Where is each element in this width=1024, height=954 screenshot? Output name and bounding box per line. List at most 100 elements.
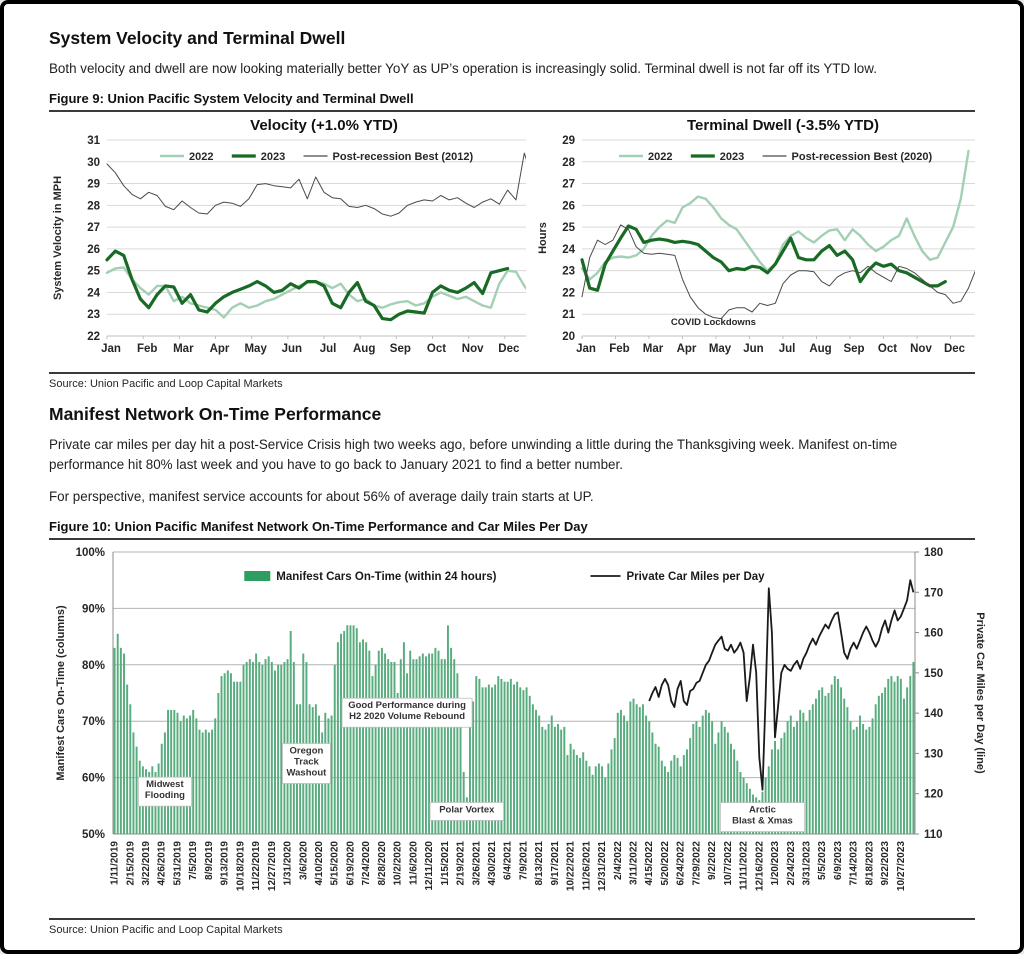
- svg-text:4/15/2022: 4/15/2022: [644, 841, 655, 886]
- svg-text:10/27/2023: 10/27/2023: [896, 841, 907, 891]
- svg-text:Track: Track: [294, 757, 320, 768]
- svg-text:Aug: Aug: [809, 343, 831, 355]
- svg-text:110: 110: [924, 829, 943, 841]
- svg-text:20: 20: [562, 331, 575, 343]
- figure10-caption: Figure 10: Union Pacific Manifest Networ…: [49, 519, 975, 541]
- svg-text:4/10/2020: 4/10/2020: [314, 841, 325, 886]
- svg-text:29: 29: [562, 135, 575, 147]
- svg-text:26: 26: [87, 244, 100, 256]
- svg-text:H2 2020 Volume Rebound: H2 2020 Volume Rebound: [349, 712, 465, 723]
- svg-text:23: 23: [87, 309, 100, 321]
- svg-text:12/31/2021: 12/31/2021: [597, 841, 608, 891]
- svg-text:Manifest Cars On-Time (within: Manifest Cars On-Time (within 24 hours): [276, 571, 496, 583]
- svg-text:7/9/2021: 7/9/2021: [518, 841, 529, 880]
- terminal-dwell-chart: 20 21 22 23 24 25 26 27 28 29 Jan Feb Mar Apr May Jun Ju…: [537, 117, 975, 355]
- svg-text:Post-recession Best (2012): Post-recession Best (2012): [333, 151, 474, 163]
- svg-text:Feb: Feb: [609, 343, 629, 355]
- manifest-on-time-chart: 50% 60% 70% 80% 90% 100% 110 120 130 140 150 160 170…: [55, 547, 985, 891]
- svg-text:Oregon: Oregon: [290, 746, 324, 757]
- svg-text:1/31/2020: 1/31/2020: [283, 841, 294, 886]
- svg-text:2022: 2022: [189, 151, 213, 163]
- svg-text:5/20/2022: 5/20/2022: [660, 841, 671, 886]
- svg-text:27: 27: [87, 222, 100, 234]
- section-body-velocity-dwell: Both velocity and dwell are now looking …: [49, 61, 877, 76]
- svg-text:Dec: Dec: [498, 343, 520, 355]
- svg-text:2/15/2019: 2/15/2019: [125, 841, 136, 886]
- svg-text:12/16/2022: 12/16/2022: [754, 841, 765, 891]
- figure9-charts: 22 23 24 25 26 27 28 29 30 31 Jan Feb Mar Apr May Jun Ju…: [49, 116, 975, 370]
- svg-text:Nov: Nov: [462, 343, 484, 355]
- svg-text:90%: 90%: [82, 604, 105, 616]
- svg-text:9/13/2019: 9/13/2019: [220, 841, 231, 886]
- svg-text:Oct: Oct: [878, 343, 897, 355]
- svg-text:7/14/2023: 7/14/2023: [849, 841, 860, 886]
- svg-text:60%: 60%: [82, 773, 105, 785]
- svg-text:100%: 100%: [76, 547, 105, 559]
- svg-text:May: May: [244, 343, 267, 355]
- svg-text:24: 24: [87, 288, 100, 300]
- svg-text:Apr: Apr: [210, 343, 230, 355]
- figure9-caption: Figure 9: Union Pacific System Velocity …: [49, 91, 975, 113]
- svg-text:6/19/2020: 6/19/2020: [345, 841, 356, 886]
- svg-text:1/20/2023: 1/20/2023: [770, 841, 781, 886]
- svg-text:May: May: [709, 343, 732, 355]
- svg-text:50%: 50%: [82, 829, 105, 841]
- svg-text:3/22/2019: 3/22/2019: [141, 841, 152, 886]
- svg-text:Jun: Jun: [743, 343, 763, 355]
- svg-text:6/4/2021: 6/4/2021: [503, 841, 514, 880]
- svg-text:21: 21: [562, 309, 575, 321]
- svg-text:3/11/2022: 3/11/2022: [629, 841, 640, 885]
- svg-text:31: 31: [87, 135, 100, 147]
- svg-text:3/6/2020: 3/6/2020: [298, 841, 309, 880]
- svg-text:Dec: Dec: [944, 343, 966, 355]
- figure10-source: Source: Union Pacific and Loop Capital M…: [49, 918, 975, 936]
- figure9-source: Source: Union Pacific and Loop Capital M…: [49, 372, 975, 390]
- svg-text:120: 120: [924, 789, 943, 801]
- svg-text:Polar Vortex: Polar Vortex: [439, 805, 495, 816]
- svg-text:Feb: Feb: [137, 343, 157, 355]
- svg-text:Midwest: Midwest: [146, 780, 184, 791]
- svg-text:1/15/2021: 1/15/2021: [440, 841, 451, 886]
- section-body1-manifest: Private car miles per day hit a post-Ser…: [49, 437, 898, 473]
- svg-text:8/13/2021: 8/13/2021: [534, 841, 545, 886]
- svg-text:27: 27: [562, 179, 575, 191]
- section-title-manifest: Manifest Network On-Time Performance: [49, 404, 382, 425]
- svg-text:4/30/2021: 4/30/2021: [487, 841, 498, 886]
- svg-text:6/24/2022: 6/24/2022: [676, 841, 687, 886]
- svg-text:9/22/2023: 9/22/2023: [880, 841, 891, 886]
- svg-text:12/11/2020: 12/11/2020: [424, 841, 435, 891]
- svg-text:5/15/2020: 5/15/2020: [330, 841, 341, 886]
- svg-text:Jan: Jan: [101, 343, 121, 355]
- svg-text:System Velocity in MPH: System Velocity in MPH: [52, 176, 64, 300]
- svg-text:3/26/2021: 3/26/2021: [471, 841, 482, 886]
- section-manifest: Manifest Network On-Time Performance Pri…: [49, 404, 985, 936]
- svg-text:11/6/2020: 11/6/2020: [408, 841, 419, 885]
- svg-text:Hours: Hours: [537, 222, 549, 254]
- svg-text:Post-recession Best (2020): Post-recession Best (2020): [792, 151, 933, 163]
- svg-text:1/11/2019: 1/11/2019: [110, 841, 121, 885]
- svg-text:Aug: Aug: [353, 343, 375, 355]
- svg-text:9/2/2022: 9/2/2022: [707, 841, 718, 880]
- svg-text:8/18/2023: 8/18/2023: [864, 841, 875, 886]
- svg-text:Nov: Nov: [910, 343, 932, 355]
- svg-text:70%: 70%: [82, 717, 105, 729]
- svg-text:2/19/2021: 2/19/2021: [456, 841, 467, 886]
- svg-text:2022: 2022: [648, 151, 672, 163]
- svg-text:24: 24: [562, 244, 575, 256]
- svg-text:10/7/2022: 10/7/2022: [723, 841, 734, 886]
- svg-text:3/31/2023: 3/31/2023: [801, 841, 812, 886]
- section-velocity-dwell: System Velocity and Terminal Dwell Both …: [49, 28, 975, 390]
- svg-text:Sep: Sep: [390, 343, 411, 355]
- svg-text:23: 23: [562, 266, 575, 278]
- svg-text:6/9/2023: 6/9/2023: [833, 841, 844, 880]
- svg-text:8/9/2019: 8/9/2019: [204, 841, 215, 880]
- svg-text:11/11/2022: 11/11/2022: [739, 841, 750, 890]
- svg-text:140: 140: [924, 709, 943, 721]
- svg-text:Arctic: Arctic: [749, 805, 776, 816]
- svg-text:Blast & Xmas: Blast & Xmas: [732, 816, 793, 827]
- svg-text:26: 26: [562, 200, 575, 212]
- svg-text:22: 22: [87, 331, 100, 343]
- svg-text:30: 30: [87, 157, 100, 169]
- svg-text:25: 25: [87, 266, 100, 278]
- svg-text:COVID Lockdowns: COVID Lockdowns: [671, 317, 756, 328]
